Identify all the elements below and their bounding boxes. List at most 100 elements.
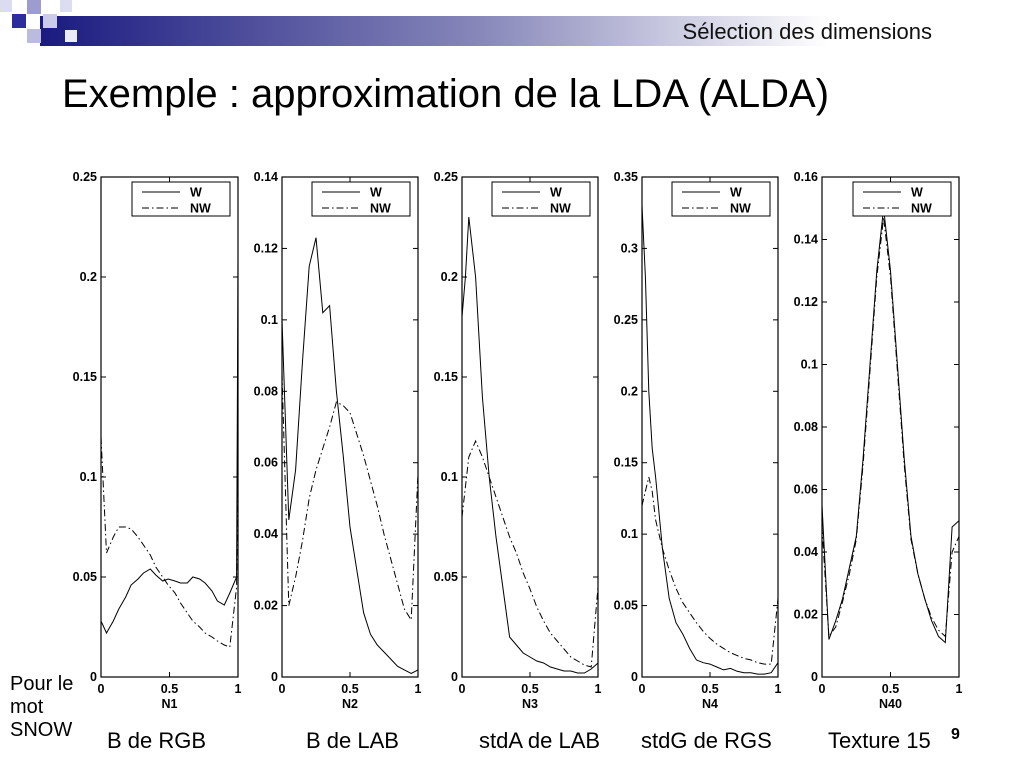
y-tick-label: 0.1 xyxy=(801,358,818,372)
word-note: Pour le mot SNOW xyxy=(10,673,74,741)
x-axis-label: N1 xyxy=(162,697,178,711)
y-tick-label: 0.1 xyxy=(621,527,638,541)
x-tick-label: 1 xyxy=(235,682,242,696)
x-tick-label: 0.5 xyxy=(882,682,899,696)
y-tick-label: 0.12 xyxy=(254,241,278,255)
deco-square xyxy=(65,30,77,42)
series-line-w xyxy=(821,208,960,644)
legend-box xyxy=(131,181,231,217)
chart-caption-3: stdA de LAB xyxy=(479,728,601,753)
y-tick-label: 0.2 xyxy=(80,270,97,284)
plot-frame-4 xyxy=(641,176,779,678)
legend-box xyxy=(311,181,411,217)
series-line-w xyxy=(281,237,419,674)
series-line-nw xyxy=(461,439,599,668)
legend-label: W xyxy=(911,186,923,200)
y-tick-label: 0.1 xyxy=(261,313,278,327)
legend-label: W xyxy=(370,186,382,200)
y-tick-label: 0 xyxy=(271,670,278,684)
x-tick-label: 0 xyxy=(279,682,286,696)
y-tick-label: 0.02 xyxy=(794,608,818,622)
y-tick-label: 0.04 xyxy=(254,527,278,541)
x-tick-label: 0.5 xyxy=(161,682,178,696)
series-line-nw xyxy=(641,476,779,665)
x-tick-label: 1 xyxy=(956,682,963,696)
series-line-w xyxy=(641,205,779,675)
x-tick-label: 0 xyxy=(459,682,466,696)
legend-label: NW xyxy=(370,202,391,216)
x-axis-label: N40 xyxy=(879,697,902,711)
y-tick-label: 0.2 xyxy=(621,384,638,398)
deco-square xyxy=(43,14,57,28)
x-axis-label: N4 xyxy=(702,697,718,711)
series-line-w xyxy=(100,256,239,635)
plot-frame-1 xyxy=(100,176,239,678)
chart-caption-5: Texture 15 xyxy=(828,728,931,753)
x-tick-label: 0 xyxy=(98,682,105,696)
legend-box xyxy=(671,181,771,217)
y-tick-label: 0 xyxy=(631,670,638,684)
y-tick-label: 0 xyxy=(451,670,458,684)
legend-label: W xyxy=(730,186,742,200)
x-axis-label: N3 xyxy=(522,697,538,711)
y-tick-label: 0 xyxy=(90,670,97,684)
series-line-w xyxy=(461,216,599,674)
deco-square xyxy=(27,29,41,43)
y-tick-label: 0.35 xyxy=(614,170,638,184)
x-tick-label: 0.5 xyxy=(341,682,358,696)
y-tick-label: 0.1 xyxy=(441,470,458,484)
x-tick-label: 1 xyxy=(415,682,422,696)
deco-square xyxy=(12,14,26,28)
y-tick-label: 0.04 xyxy=(794,545,818,559)
y-tick-label: 0.05 xyxy=(73,570,97,584)
chart-caption-1: B de RGB xyxy=(107,728,207,753)
legend-label: NW xyxy=(550,202,571,216)
x-tick-label: 0.5 xyxy=(701,682,718,696)
y-tick-label: 0.16 xyxy=(794,170,818,184)
legend-label: NW xyxy=(190,202,211,216)
y-tick-label: 0.06 xyxy=(794,483,818,497)
x-axis-label: N2 xyxy=(342,697,358,711)
legend-label: W xyxy=(190,186,202,200)
y-tick-label: 0.06 xyxy=(254,456,278,470)
y-tick-label: 0.08 xyxy=(254,384,278,398)
legend-box xyxy=(491,181,591,217)
chart-caption-2: B de LAB xyxy=(306,728,399,753)
plot-frame-3 xyxy=(461,176,599,678)
y-tick-label: 0.25 xyxy=(434,170,458,184)
legend-box xyxy=(852,181,952,217)
legend-label: NW xyxy=(911,202,932,216)
series-line-nw xyxy=(100,416,239,648)
deco-square xyxy=(60,0,72,12)
y-tick-label: 0.2 xyxy=(441,270,458,284)
page-title: Exemple : approximation de la LDA (ALDA) xyxy=(62,72,830,116)
y-tick-label: 0.3 xyxy=(621,241,638,255)
y-tick-label: 0 xyxy=(811,670,818,684)
x-tick-label: 0 xyxy=(819,682,826,696)
y-tick-label: 0.1 xyxy=(80,470,97,484)
y-tick-label: 0.25 xyxy=(73,170,97,184)
y-tick-label: 0.05 xyxy=(614,599,638,613)
x-tick-label: 0 xyxy=(639,682,646,696)
plot-frame-2 xyxy=(281,176,419,678)
x-tick-label: 1 xyxy=(595,682,602,696)
y-tick-label: 0.05 xyxy=(434,570,458,584)
x-tick-label: 0.5 xyxy=(521,682,538,696)
series-line-nw xyxy=(821,217,960,638)
y-tick-label: 0.15 xyxy=(73,370,97,384)
page-number: 9 xyxy=(951,726,960,743)
y-tick-label: 0.14 xyxy=(794,233,818,247)
series-line-nw xyxy=(281,373,419,622)
legend-label: NW xyxy=(730,202,751,216)
y-tick-label: 0.15 xyxy=(434,370,458,384)
y-tick-label: 0.08 xyxy=(794,420,818,434)
y-tick-label: 0.12 xyxy=(794,295,818,309)
chart-caption-4: stdG de RGS xyxy=(641,728,772,753)
header-band xyxy=(0,0,1024,46)
legend-label: W xyxy=(550,186,562,200)
deco-square xyxy=(0,0,12,12)
section-title: Sélection des dimensions xyxy=(682,19,932,44)
y-tick-label: 0.15 xyxy=(614,456,638,470)
y-tick-label: 0.25 xyxy=(614,313,638,327)
